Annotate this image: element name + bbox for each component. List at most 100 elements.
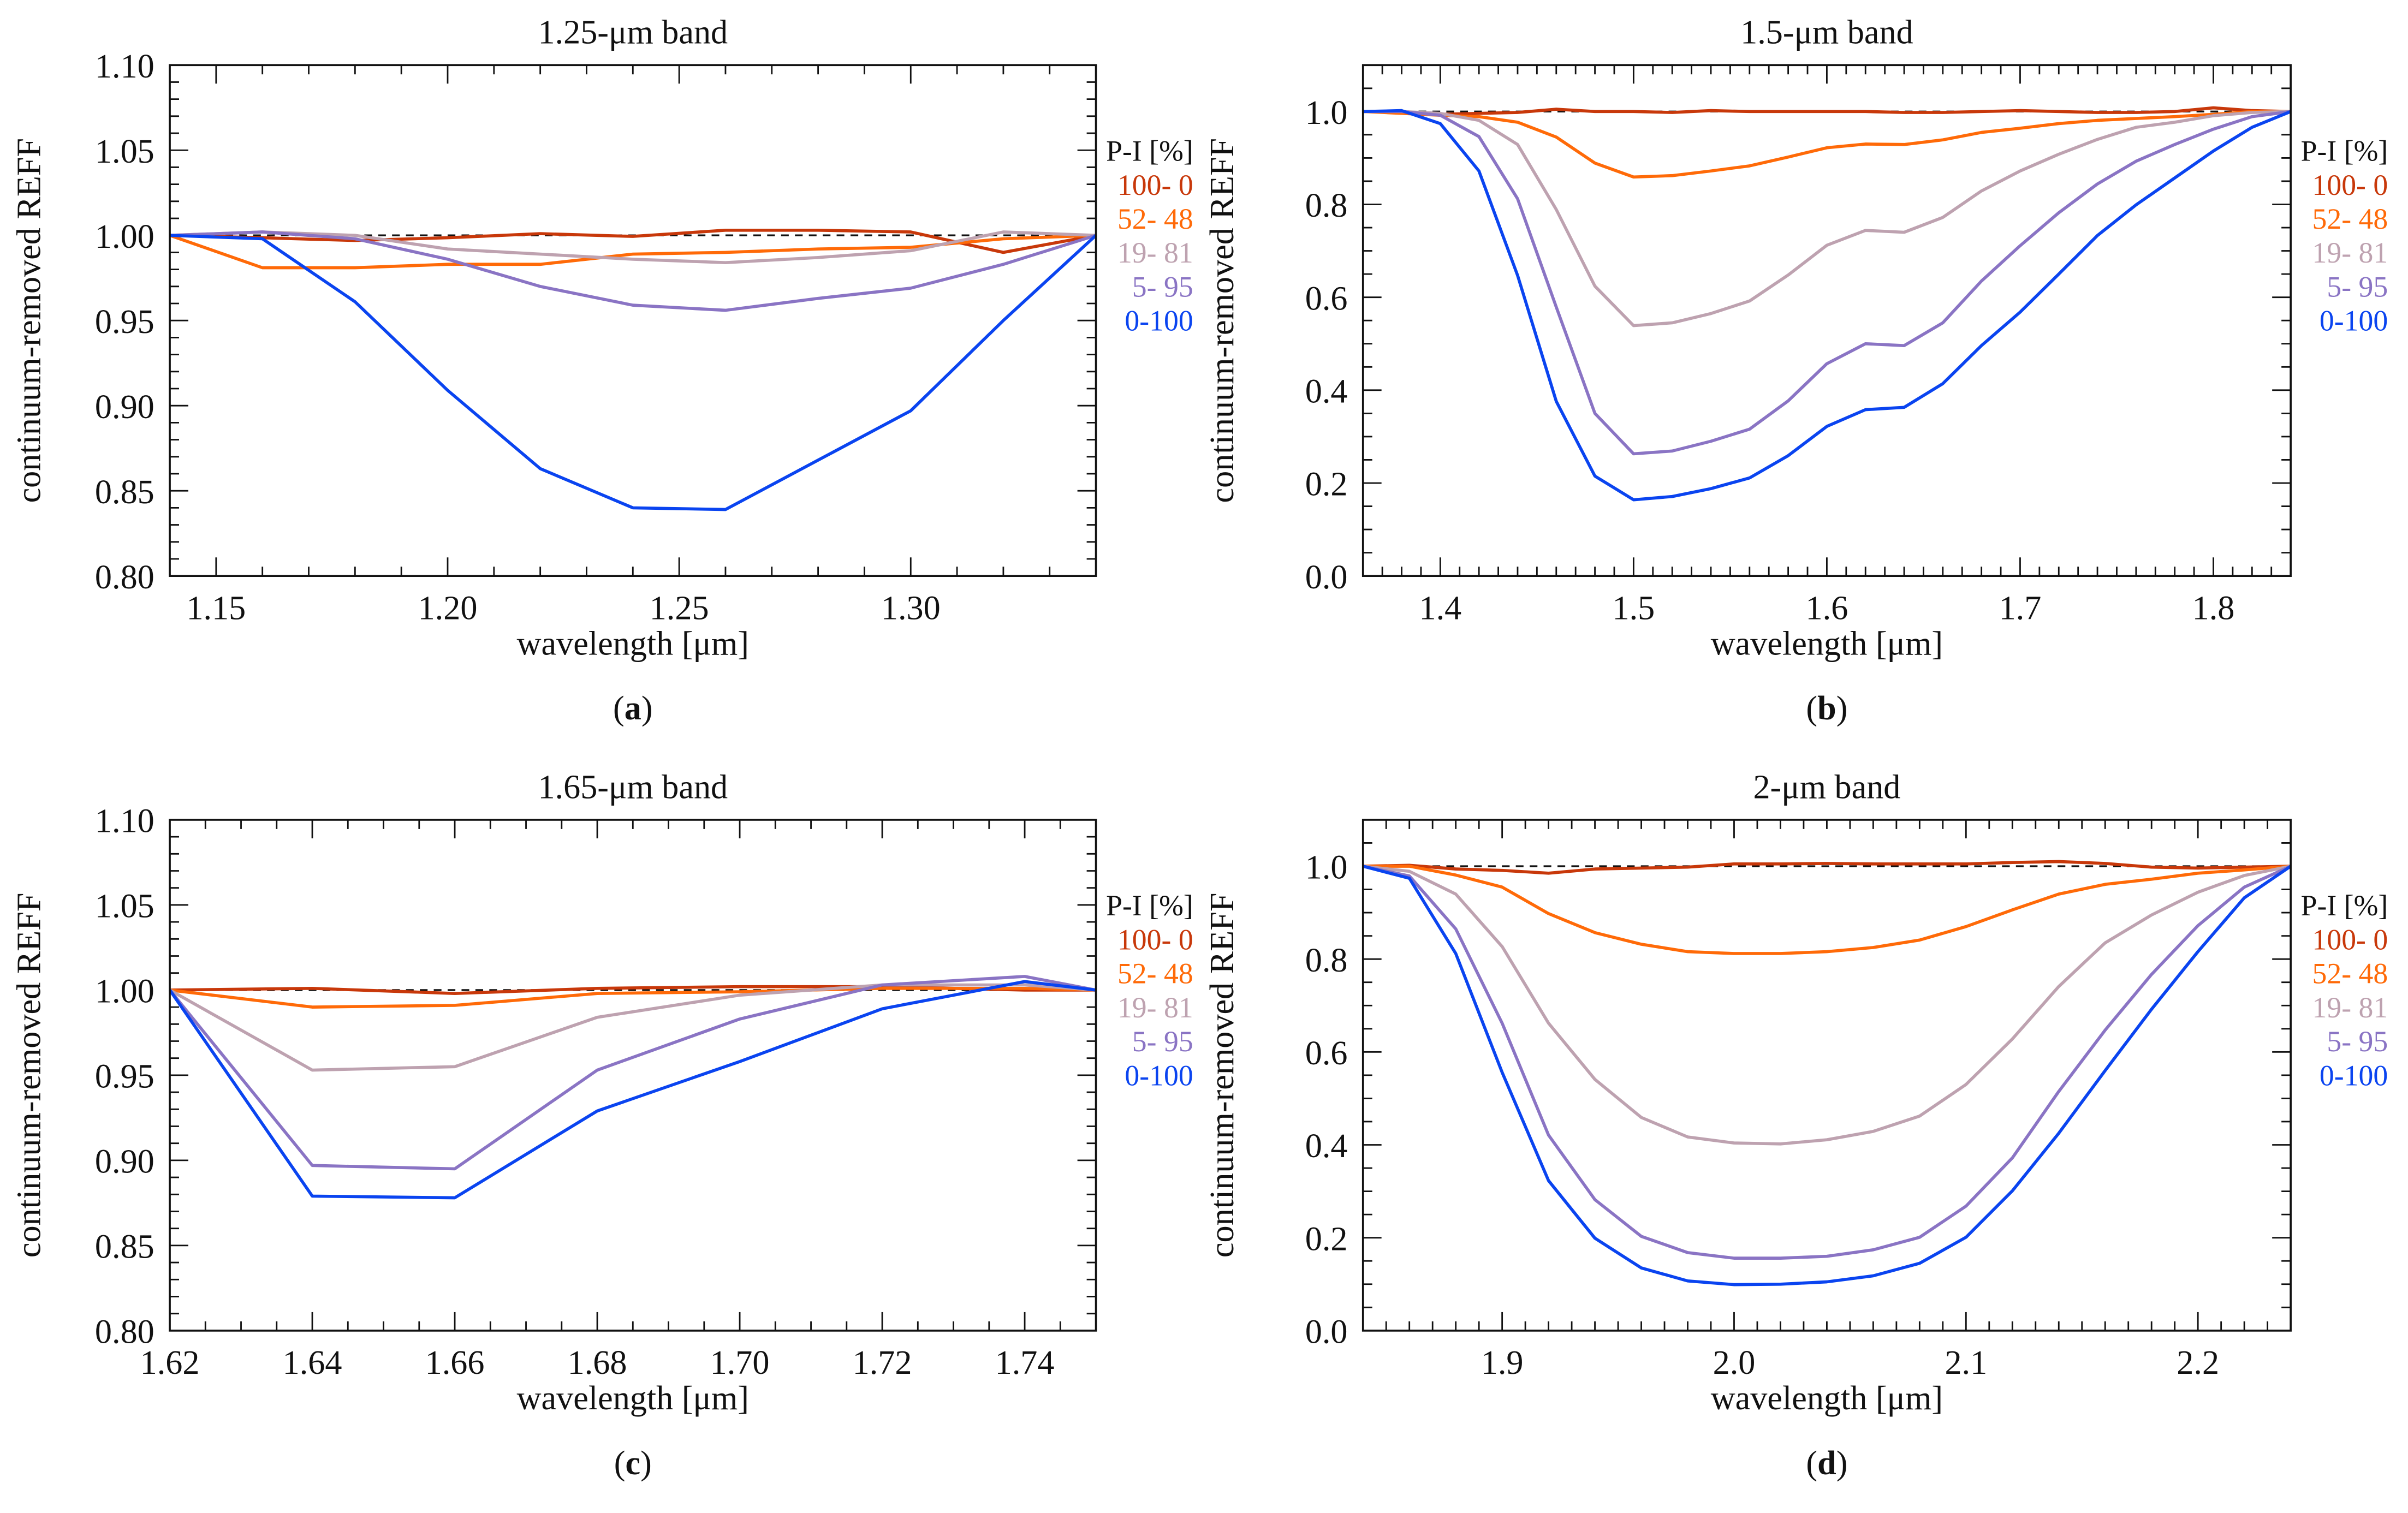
series-line-100-0 — [1363, 860, 2291, 875]
y-tick-label: 0.80 — [95, 559, 154, 596]
y-tick-label: 0.85 — [95, 1228, 154, 1265]
legend-entry: 100- 0 — [2312, 923, 2388, 956]
legend-entry: 0-100 — [2320, 305, 2388, 337]
panel-caption: (d) — [1806, 1445, 1847, 1482]
x-tick-label: 1.62 — [140, 1344, 200, 1381]
chart-title: 1.65-μm band — [538, 769, 728, 806]
x-tick-label: 1.66 — [425, 1344, 485, 1381]
y-tick-label: 0.95 — [95, 303, 154, 341]
series-line-52-48 — [1363, 110, 2291, 179]
x-tick-label: 1.15 — [186, 589, 246, 627]
plot-frame — [1361, 819, 2292, 1332]
chart-title: 1.5-μm band — [1740, 14, 1913, 51]
series-line-52-48 — [1363, 865, 2291, 955]
x-axis-label: wavelength [μm] — [1711, 1380, 1943, 1417]
panel-letter: b — [1817, 690, 1836, 727]
plot-frame — [169, 64, 1097, 577]
series-line-5-95 — [168, 975, 1097, 1171]
x-tick-label: 2.1 — [1945, 1344, 1987, 1381]
legend-entry: 100- 0 — [1117, 923, 1193, 956]
y-axis-label: continuum-removed REFF — [11, 138, 48, 503]
x-axis-label: wavelength [μm] — [517, 625, 749, 662]
y-axis-label: continuum-removed REFF — [1204, 138, 1241, 503]
legend-entry: 19- 81 — [1117, 236, 1193, 269]
panel-caption: (c) — [614, 1445, 652, 1482]
x-tick-label: 1.6 — [1806, 589, 1848, 627]
legend-entry: 52- 48 — [2312, 957, 2388, 990]
panel-letter: c — [625, 1445, 640, 1482]
legend-entry: 19- 81 — [1117, 991, 1193, 1024]
plot-frame — [169, 819, 1097, 1332]
y-tick-label: 1.00 — [95, 973, 154, 1010]
series-line-19-81 — [1363, 110, 2291, 327]
x-tick-label: 1.7 — [1999, 589, 2042, 627]
x-axis-label: wavelength [μm] — [517, 1380, 749, 1417]
legend-entry: 100- 0 — [1117, 169, 1193, 201]
x-tick-label: 1.9 — [1481, 1344, 1524, 1381]
x-tick-label: 1.30 — [881, 589, 941, 627]
y-tick-label: 0.90 — [95, 389, 154, 426]
series-line-0-100 — [168, 980, 1096, 1200]
series-line-19-81 — [169, 230, 1096, 264]
y-tick-label: 1.0 — [1305, 94, 1348, 132]
panel-letter: d — [1817, 1445, 1836, 1482]
chart-title: 1.25-μm band — [538, 14, 728, 51]
x-tick-label: 1.72 — [853, 1344, 912, 1381]
legend-entry: 0-100 — [2320, 1059, 2388, 1092]
legend-entry: 52- 48 — [2312, 202, 2388, 235]
y-tick-label: 1.05 — [95, 133, 154, 170]
x-axis-label: wavelength [μm] — [1711, 625, 1943, 662]
y-tick-label: 0.6 — [1305, 280, 1348, 317]
chart-panel-d: 2-μm band 1.9 2.0 2.1 2.2 0.0 0.2 0.4 0.6 0.8 1.0 w… — [1204, 769, 2388, 1481]
x-tick-label: 2.0 — [1713, 1344, 1756, 1381]
chart-panel-b: 1.5-μm band 1.4 1.5 1.6 1.7 1.8 0.0 0.2 0.4 0.6 0.… — [1204, 14, 2388, 727]
y-tick-label: 0.6 — [1305, 1035, 1348, 1072]
y-axis-label: continuum-removed REFF — [1204, 893, 1241, 1258]
y-tick-label: 1.10 — [95, 48, 154, 85]
y-tick-label: 0.0 — [1305, 1313, 1348, 1350]
chart-title: 2-μm band — [1753, 769, 1900, 806]
y-tick-label: 0.80 — [95, 1313, 154, 1350]
y-tick-label: 0.85 — [95, 474, 154, 511]
y-tick-label: 0.8 — [1305, 942, 1348, 979]
panel-letter: a — [625, 690, 641, 727]
legend-entry: 0-100 — [1125, 305, 1193, 337]
legend-entry: 19- 81 — [2312, 236, 2388, 269]
x-tick-label: 1.74 — [995, 1344, 1055, 1381]
legend-title: P-I [%] — [2301, 889, 2388, 922]
x-tick-label: 2.2 — [2177, 1344, 2219, 1381]
chart-panel-a: 1.25-μm band 1.15 1.20 1.25 1.30 0.80 0.85 0.90… — [11, 14, 1193, 727]
y-tick-label: 0.2 — [1305, 1220, 1348, 1258]
y-tick-label: 0.4 — [1305, 1128, 1348, 1165]
x-tick-label: 1.70 — [710, 1344, 770, 1381]
legend-title: P-I [%] — [2301, 135, 2388, 168]
series-line-0-100 — [169, 234, 1097, 511]
legend-entry: 52- 48 — [1117, 202, 1193, 235]
chart-panel-c: 1.65-μm band 1.62 1.64 1.66 1.68 1.70 1.72 1.74… — [11, 769, 1193, 1481]
y-tick-label: 1.0 — [1305, 849, 1348, 886]
legend-entry: 5- 95 — [1132, 270, 1193, 303]
legend-title: P-I [%] — [1106, 889, 1193, 922]
series-line-5-95 — [169, 230, 1097, 312]
y-axis-label: continuum-removed REFF — [11, 893, 48, 1258]
x-tick-label: 1.68 — [568, 1344, 627, 1381]
series-line-19-81 — [1363, 865, 2291, 1146]
y-tick-label: 1.05 — [95, 888, 154, 925]
x-tick-label: 1.4 — [1419, 589, 1461, 627]
y-tick-label: 1.10 — [95, 803, 154, 840]
legend-entry: 100- 0 — [2312, 169, 2388, 201]
legend-entry: 52- 48 — [1117, 957, 1193, 990]
panel-caption: (b) — [1806, 690, 1847, 727]
legend-entry: 0-100 — [1125, 1059, 1193, 1092]
legend-title: P-I [%] — [1106, 135, 1193, 168]
series-line-52-48 — [169, 986, 1096, 1009]
x-tick-label: 1.25 — [650, 589, 709, 627]
y-tick-label: 0.8 — [1305, 187, 1348, 224]
y-tick-label: 0.90 — [95, 1143, 154, 1180]
x-tick-label: 1.8 — [2192, 589, 2235, 627]
plot-frame — [1361, 64, 2292, 577]
panel-caption: (a) — [613, 690, 653, 727]
legend-entry: 5- 95 — [1132, 1025, 1193, 1058]
x-tick-label: 1.20 — [418, 589, 478, 627]
